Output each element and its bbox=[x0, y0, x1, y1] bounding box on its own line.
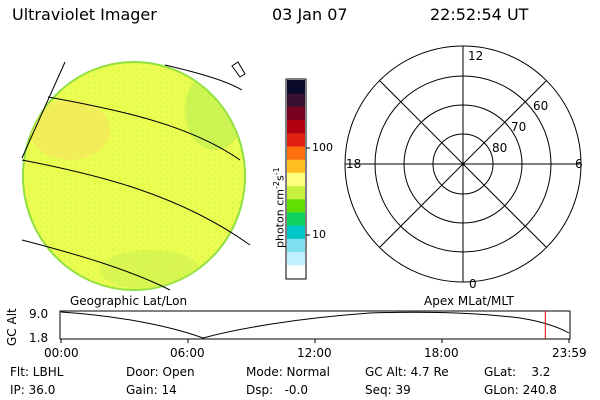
app-title: Ultraviolet Imager bbox=[12, 5, 157, 24]
colorbar-unit-label: photon cm-2s-1 bbox=[271, 167, 287, 248]
lat-label-60: 60 bbox=[533, 99, 549, 113]
status-glon: GLon: 240.8 bbox=[484, 383, 557, 397]
altitude-xtick-2: 12:00 bbox=[297, 346, 332, 360]
geo-marker-icon bbox=[231, 61, 246, 78]
geo-image bbox=[21, 61, 251, 291]
colorbar-segment bbox=[287, 198, 305, 213]
colorbar-segment bbox=[287, 264, 305, 279]
colorbar-segment bbox=[287, 93, 305, 107]
unit-text-s: s bbox=[273, 175, 287, 182]
altitude-xtick-3: 18:00 bbox=[424, 346, 459, 360]
colorbar-segment bbox=[287, 159, 305, 173]
colorbar-frame bbox=[285, 78, 307, 280]
lat-label-80: 80 bbox=[492, 141, 508, 155]
unit-exponent-2: -1 bbox=[272, 167, 281, 176]
colorbar-segment bbox=[287, 225, 305, 239]
unit-text: photon cm bbox=[273, 189, 287, 248]
altitude-curve bbox=[60, 311, 570, 339]
geo-latitude-line bbox=[164, 64, 243, 91]
colorbar-segment bbox=[287, 185, 305, 200]
status-ip: IP: 36.0 bbox=[10, 383, 56, 397]
mlt-label-0: 0 bbox=[469, 277, 477, 291]
time-label: 22:52:54 UT bbox=[430, 5, 529, 24]
colorbar-segment bbox=[287, 119, 305, 134]
lat-label-70: 70 bbox=[511, 120, 527, 134]
altitude-xtick-4: 23:59 bbox=[552, 346, 587, 360]
geo-latitude-line bbox=[21, 159, 251, 246]
colorbar-segment bbox=[287, 238, 305, 253]
polar-plot bbox=[344, 45, 582, 283]
mlt-label-12: 12 bbox=[468, 49, 484, 63]
mlt-label-6: 6 bbox=[575, 157, 583, 171]
status-door: Door: Open bbox=[126, 365, 195, 379]
status-seq: Seq: 39 bbox=[365, 383, 411, 397]
colorbar-segment bbox=[287, 212, 305, 226]
colorbar-tick-100: 100 bbox=[312, 141, 333, 154]
unit-exponent: -2 bbox=[272, 181, 281, 190]
altitude-ytick-bottom: 1.8 bbox=[29, 331, 49, 345]
colorbar bbox=[285, 78, 310, 280]
altitude-ytick-top: 9.0 bbox=[29, 307, 49, 321]
status-filter: Flt: LBHL bbox=[10, 365, 64, 379]
status-glat: GLat: 3.2 bbox=[484, 365, 551, 379]
geo-longitude-line bbox=[21, 61, 66, 159]
colorbar-tick-10: 10 bbox=[312, 228, 326, 241]
colorbar-segment bbox=[287, 132, 305, 147]
geo-latitude-line bbox=[47, 96, 241, 161]
colorbar-segment bbox=[287, 80, 305, 94]
altitude-plot bbox=[59, 310, 571, 343]
status-mode: Mode: Normal bbox=[246, 365, 330, 379]
date-label: 03 Jan 07 bbox=[272, 5, 348, 24]
polar-axis-diagonal bbox=[379, 80, 547, 248]
status-dsp: Dsp: -0.0 bbox=[246, 383, 309, 397]
mlt-label-18: 18 bbox=[346, 157, 362, 171]
colorbar-segment bbox=[287, 251, 305, 266]
status-gain: Gain: 14 bbox=[126, 383, 177, 397]
geo-projection-label: Geographic Lat/Lon bbox=[70, 294, 188, 308]
altitude-ylabel: GC Alt bbox=[5, 308, 19, 346]
apex-projection-label: Apex MLat/MLT bbox=[424, 294, 514, 308]
geo-latitude-line bbox=[21, 239, 171, 291]
altitude-xtick-1: 06:00 bbox=[170, 346, 205, 360]
colorbar-segment bbox=[287, 172, 305, 187]
colorbar-segment bbox=[287, 146, 305, 160]
altitude-xtick-0: 00:00 bbox=[44, 346, 79, 360]
status-gc-alt: GC Alt: 4.7 Re bbox=[365, 365, 449, 379]
colorbar-segment bbox=[287, 106, 305, 121]
